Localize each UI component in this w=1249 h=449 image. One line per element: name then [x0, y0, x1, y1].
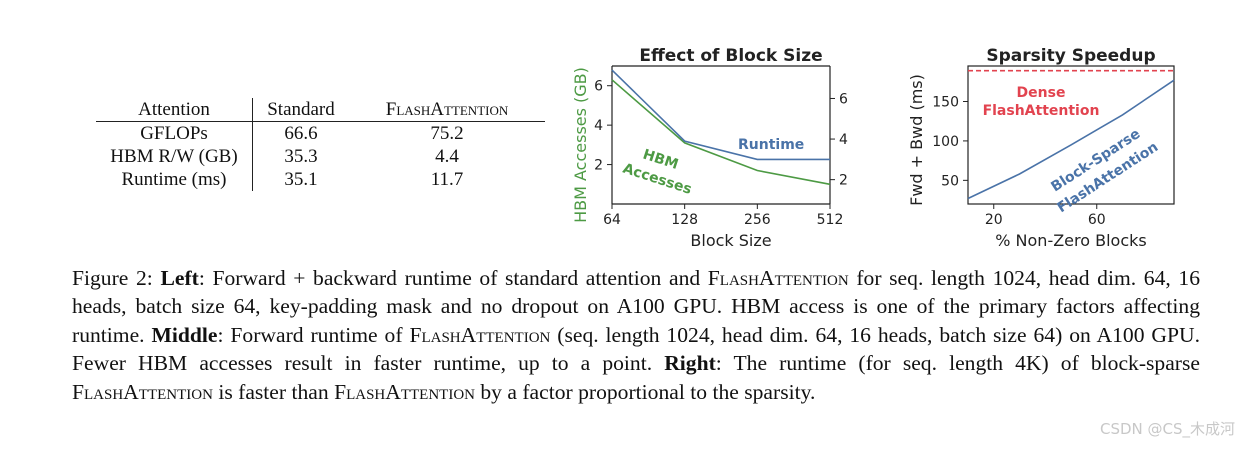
caption-middle-text: : Forward runtime of FlashAttention (seq…: [72, 322, 1200, 376]
comparison-table: Attention Standard FlashAttention GFLOPs…: [96, 98, 548, 194]
table-row: GFLOPs 66.6 75.2: [96, 121, 545, 145]
series-line-hbm: [611, 79, 831, 186]
x-tick-label: 128: [671, 212, 698, 228]
header-flashattention: FlashAttention: [349, 98, 545, 122]
caption-middle-label: Middle: [151, 322, 218, 347]
row-label: Runtime (ms): [121, 169, 227, 190]
x-tick-label: 60: [1088, 212, 1106, 228]
figure-label: Figure 2:: [72, 266, 153, 290]
sparsity-chart: Sparsity Speedup 20 60 % Non-Zero Blocks 50 1…: [907, 46, 1175, 250]
x-axis-label: Block Size: [690, 231, 771, 250]
flashattention-name: FlashAttention: [409, 322, 551, 347]
y-tick-label: 100: [932, 134, 959, 150]
header-standard: Standard: [252, 98, 349, 122]
flashattention-name: FlashAttention: [334, 379, 475, 404]
cell-flashattention: 75.2: [430, 123, 464, 144]
y-tick-label: 150: [932, 94, 959, 110]
y-axis-label: Fwd + Bwd (ms): [907, 74, 926, 206]
cell-standard: 35.3: [252, 145, 349, 168]
plot-frame: [967, 65, 1175, 205]
dense-annotation-line1: Dense: [1017, 85, 1066, 101]
y-left-tick-label: 4: [594, 118, 603, 134]
table-header-row: Attention Standard FlashAttention: [96, 98, 545, 122]
x-tick-label: 512: [817, 212, 844, 228]
caption-right-label: Right: [664, 351, 716, 376]
y-left-tick-label: 2: [594, 158, 603, 174]
table-row: HBM R/W (GB) 35.3 4.4: [96, 145, 545, 168]
row-label: HBM R/W (GB): [110, 146, 238, 167]
flashattention-name: FlashAttention: [72, 379, 213, 404]
y-tick-label: 50: [941, 173, 959, 189]
table-row: Runtime (ms) 35.1 11.7: [96, 168, 545, 191]
chart-title: Effect of Block Size: [639, 46, 822, 66]
flashattention-name: FlashAttention: [707, 266, 849, 290]
y-left-axis-label: HBM Accesses (GB): [571, 67, 590, 223]
row-label: GFLOPs: [140, 123, 208, 144]
cell-standard: 35.1: [252, 168, 349, 191]
x-tick-label: 64: [603, 212, 621, 228]
runtime-annotation: Runtime: [738, 137, 804, 153]
block-sparse-line: [967, 79, 1175, 200]
caption-left-label: Left: [160, 266, 199, 290]
dense-annotation-line2: FlashAttention: [983, 103, 1100, 119]
series-line-runtime: [611, 69, 830, 161]
x-tick-label: 20: [985, 212, 1003, 228]
figure-caption: Figure 2: Left: Forward + backward runti…: [72, 264, 1200, 406]
cell-flashattention: 11.7: [430, 169, 464, 190]
watermark: CSDN @CS_木成河: [1099, 420, 1235, 438]
y-left-tick-label: 6: [594, 79, 603, 95]
header-attention: Attention: [96, 98, 253, 122]
chart-title: Sparsity Speedup: [986, 46, 1155, 66]
cell-flashattention: 4.4: [435, 146, 459, 167]
x-tick-label: 256: [744, 212, 771, 228]
y-right-tick-label: 2: [839, 173, 848, 189]
caption-right-text: : The runtime (for seq. length 4K) of bl…: [72, 351, 1200, 404]
y-right-tick-label: 4: [839, 132, 848, 148]
y-right-tick-label: 6: [839, 91, 848, 107]
x-axis-label: % Non-Zero Blocks: [995, 231, 1146, 250]
cell-standard: 66.6: [252, 121, 349, 145]
caption-left-text: : Forward + backward runtime of standard…: [72, 266, 1201, 347]
